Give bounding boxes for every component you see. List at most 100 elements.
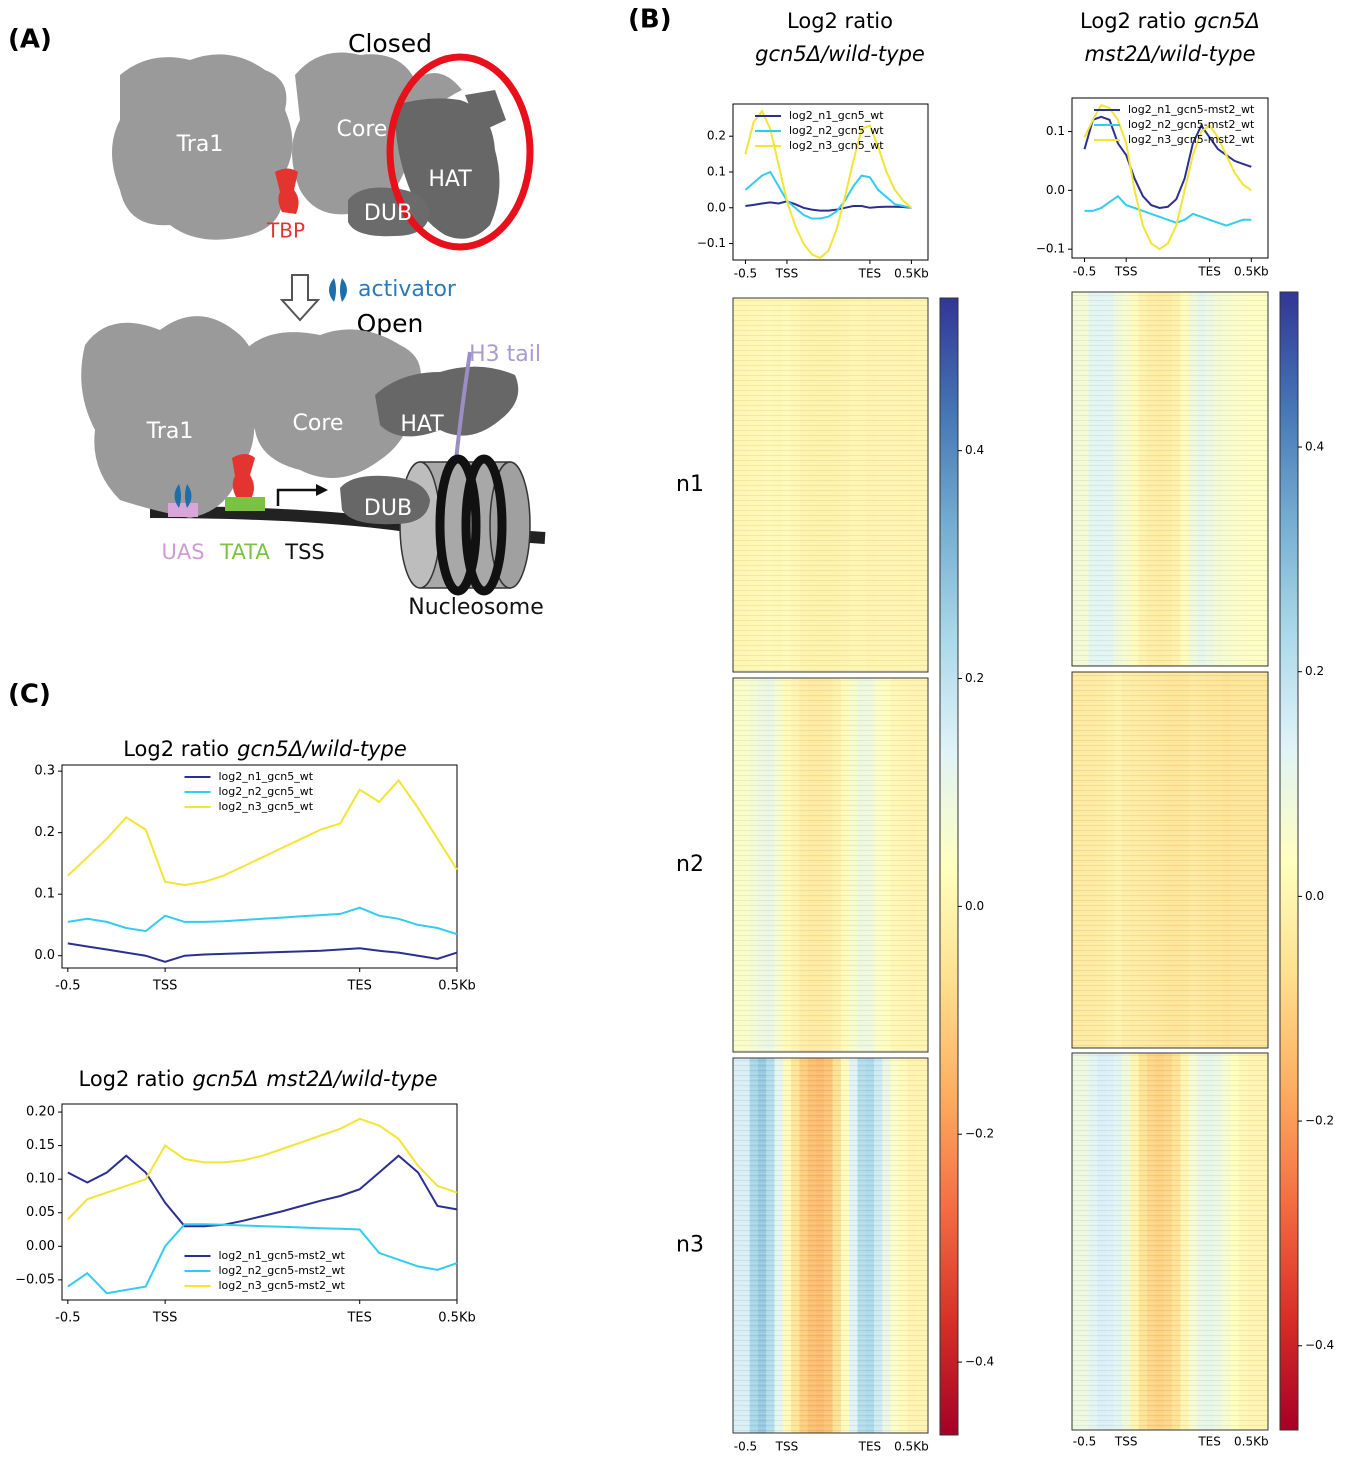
legend-label: log2_n3_gcn5_wt bbox=[789, 139, 884, 152]
title-part: Log2 ratio bbox=[79, 1067, 185, 1091]
heatmap-frame bbox=[1071, 671, 1269, 1049]
heatmap-texture bbox=[733, 678, 928, 1052]
core-shape bbox=[241, 329, 421, 478]
colorbar-tick-label: 0.4 bbox=[965, 443, 984, 457]
tss-arrowhead bbox=[316, 484, 328, 496]
x-tick-label: TSS bbox=[775, 267, 799, 281]
series-line bbox=[744, 109, 913, 260]
legend-label: log2_n2_gcn5-mst2_wt bbox=[219, 1264, 346, 1277]
nucleosome-label: Nucleosome bbox=[408, 595, 544, 620]
hat-shape bbox=[465, 90, 506, 132]
dub-shape bbox=[340, 475, 430, 525]
heatmap-texture bbox=[1072, 292, 1268, 666]
y-tick-label: 0.3 bbox=[34, 764, 55, 779]
x-tick-label: 0.5Kb bbox=[1234, 1435, 1269, 1449]
x-tick-label: TES bbox=[858, 1440, 882, 1454]
module-label: TBP bbox=[266, 219, 305, 243]
y-tick-label: −0.05 bbox=[15, 1272, 55, 1287]
colorbar-tick-label: 0.2 bbox=[965, 671, 984, 685]
series-line bbox=[67, 906, 458, 936]
transition-arrow bbox=[279, 274, 321, 322]
module-label: DUB bbox=[364, 496, 412, 521]
core-shape bbox=[292, 52, 462, 215]
module-label: HAT bbox=[400, 412, 444, 437]
tra1-shape bbox=[112, 54, 293, 240]
title-part: gcn5Δ/wild-type bbox=[755, 42, 925, 66]
activator-icon bbox=[329, 278, 347, 302]
colorbar-tick-label: −0.4 bbox=[1305, 1338, 1334, 1352]
series-line bbox=[67, 1223, 458, 1295]
y-tick-label: 0.1 bbox=[34, 887, 55, 902]
title-part: mst2Δ/wild-type bbox=[1084, 42, 1255, 66]
x-tick-label: -0.5 bbox=[734, 1440, 757, 1454]
series-line bbox=[745, 200, 912, 212]
plot-frame bbox=[1071, 97, 1269, 259]
x-tick-label: TES bbox=[346, 979, 371, 994]
y-tick-label: 0.10 bbox=[26, 1172, 55, 1187]
heatmap-frame bbox=[1071, 291, 1269, 667]
x-tick-label: TSS bbox=[152, 979, 177, 994]
colorbar-tick-label: 0.2 bbox=[1305, 664, 1324, 678]
y-tick-label: 0.0 bbox=[34, 948, 55, 963]
tail-label: H3 tail bbox=[469, 342, 541, 367]
x-tick-label: TSS bbox=[1114, 265, 1138, 279]
heatmap-texture bbox=[733, 1058, 928, 1433]
legend-label: log2_n3_gcn5-mst2_wt bbox=[219, 1279, 346, 1292]
promoter-label: TSS bbox=[284, 540, 325, 564]
x-tick-label: 0.5Kb bbox=[1234, 265, 1269, 279]
series-line bbox=[744, 170, 912, 220]
legend-label: log2_n1_gcn5-mst2_wt bbox=[1128, 103, 1255, 116]
chart-title: Log2 ratio gcn5Δ/wild-type bbox=[123, 737, 407, 761]
tbp-shape bbox=[275, 168, 299, 214]
title-part: mst2Δ/wild-type bbox=[266, 1067, 437, 1091]
hat-shape bbox=[375, 366, 519, 437]
series-line bbox=[1083, 115, 1252, 210]
promoter-label: UAS bbox=[161, 540, 204, 564]
legend-label: log2_n2_gcn5-mst2_wt bbox=[1128, 118, 1255, 131]
title-part: gcn5Δ/wild-type bbox=[237, 737, 407, 761]
heatmap-frame bbox=[1071, 1052, 1269, 1431]
series-line bbox=[67, 1117, 458, 1221]
x-tick-label: 0.5Kb bbox=[894, 267, 929, 281]
module-label: Core bbox=[293, 411, 344, 436]
row-label: n1 bbox=[676, 472, 704, 497]
legend-label: log2_n1_gcn5_wt bbox=[219, 770, 314, 783]
panel-label: (B) bbox=[628, 5, 672, 35]
chart-title: mst2Δ/wild-type bbox=[1084, 42, 1255, 66]
plot-frame bbox=[61, 1103, 458, 1301]
dna-wrap bbox=[435, 454, 481, 596]
series-line bbox=[67, 1154, 458, 1228]
row-label: n2 bbox=[676, 852, 704, 877]
tra1-shape bbox=[81, 316, 257, 518]
y-tick-label: 0.00 bbox=[26, 1239, 55, 1254]
x-tick-label: TSS bbox=[1114, 1435, 1138, 1449]
y-tick-label: −0.1 bbox=[1036, 242, 1065, 256]
y-tick-label: 0.2 bbox=[707, 129, 726, 143]
x-tick-label: -0.5 bbox=[1073, 265, 1096, 279]
legend-label: log2_n1_gcn5_wt bbox=[789, 109, 884, 122]
y-tick-label: −0.1 bbox=[697, 236, 726, 250]
y-tick-label: 0.1 bbox=[1046, 124, 1065, 138]
chart-title: Log2 ratio gcn5Δ bbox=[1080, 9, 1260, 33]
title-part: gcn5Δ bbox=[1194, 9, 1260, 33]
x-tick-label: -0.5 bbox=[55, 1311, 80, 1326]
colorbar bbox=[1279, 291, 1299, 1431]
dub-shape bbox=[348, 187, 430, 237]
x-tick-label: 0.5Kb bbox=[438, 979, 475, 994]
y-tick-label: 0.15 bbox=[26, 1138, 55, 1153]
tbp-shape bbox=[232, 454, 255, 500]
colorbar bbox=[939, 297, 959, 1436]
x-tick-label: TES bbox=[346, 1311, 371, 1326]
x-tick-label: TSS bbox=[152, 1311, 177, 1326]
series-line bbox=[1084, 194, 1252, 227]
heatmap-frame bbox=[732, 677, 929, 1053]
colorbar-tick-label: 0.0 bbox=[1305, 889, 1324, 903]
colorbar-tick-label: −0.2 bbox=[965, 1127, 994, 1141]
x-tick-label: TSS bbox=[775, 1440, 799, 1454]
plot-frame bbox=[732, 103, 929, 261]
x-tick-label: -0.5 bbox=[734, 267, 757, 281]
x-tick-label: 0.5Kb bbox=[438, 1311, 475, 1326]
colorbar-tick-label: 0.0 bbox=[965, 899, 984, 913]
legend-label: log2_n2_gcn5_wt bbox=[789, 124, 884, 137]
